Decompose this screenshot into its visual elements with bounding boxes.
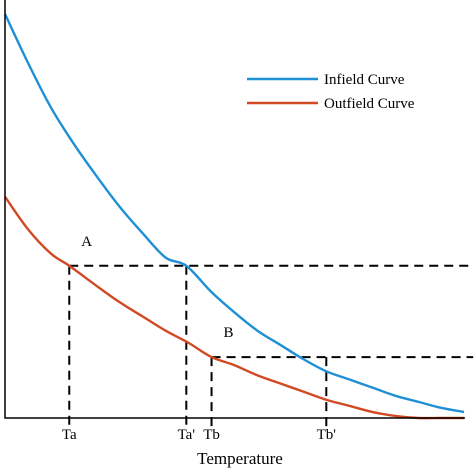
- series-line-infield: [3, 13, 465, 414]
- series-lines: [3, 13, 465, 420]
- x-tick-label: Ta: [62, 427, 77, 443]
- x-tick-label: Tb: [203, 427, 220, 443]
- x-ticks: Ta Ta' Tb Tb': [62, 418, 336, 443]
- x-tick-label: Ta': [178, 427, 196, 443]
- point-annotations: AB: [81, 234, 233, 341]
- point-label-a: A: [81, 234, 92, 250]
- series-line-outfield: [4, 196, 464, 420]
- x-axis-title: Temperature: [197, 449, 283, 468]
- legend: Infield Curve Outfield Curve: [247, 72, 415, 112]
- x-tick-label: Tb': [317, 427, 337, 443]
- point-label-b: B: [224, 325, 234, 341]
- guide-lines: [68, 264, 474, 429]
- legend-label: Infield Curve: [324, 72, 405, 88]
- legend-label: Outfield Curve: [324, 96, 415, 112]
- axes-frame: [4, 0, 465, 419]
